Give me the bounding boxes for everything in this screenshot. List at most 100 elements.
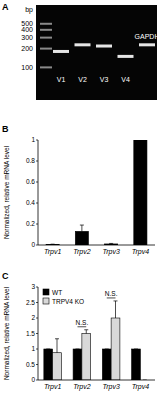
category-label: Trpv4	[132, 248, 149, 256]
band	[75, 43, 91, 46]
error-bar	[138, 140, 142, 141]
ladder-band	[40, 29, 52, 31]
error-bar	[105, 349, 109, 350]
bar	[102, 349, 111, 380]
error-line	[115, 301, 116, 318]
error-cap	[114, 300, 118, 301]
tick-label: 200	[21, 45, 33, 52]
tick-label: 400	[21, 26, 33, 33]
tick	[36, 203, 38, 204]
error-cap	[55, 338, 59, 339]
tick-label: 100	[21, 64, 33, 71]
tick-label: 300	[21, 34, 33, 41]
category-label: Trpv4	[132, 383, 149, 391]
annotation: N.S.	[76, 319, 89, 326]
tick-label: 2.5	[26, 299, 35, 306]
tick-label: 0.8	[26, 157, 35, 164]
legend-swatch	[43, 289, 49, 295]
tick	[36, 349, 38, 350]
error-cap	[109, 243, 113, 244]
tick	[36, 182, 38, 183]
tick-label: 500	[21, 20, 33, 27]
tick-label: 1.5	[26, 330, 35, 337]
lane-label: GAPDH	[135, 33, 160, 40]
error-cap	[46, 349, 50, 350]
legend-swatch	[43, 298, 49, 304]
lane-label: V4	[121, 76, 130, 83]
error-bar	[55, 339, 59, 353]
tick-label: 3	[31, 283, 35, 290]
ladder-band	[40, 23, 52, 25]
x-axis	[38, 245, 155, 246]
error-cap	[80, 225, 84, 226]
error-bar	[134, 349, 138, 350]
legend-label: WT	[52, 289, 62, 296]
x-axis	[38, 380, 155, 381]
category-label: Trpv1	[44, 248, 61, 256]
tick	[36, 380, 38, 381]
tick	[36, 245, 38, 246]
panel-label: B	[2, 124, 9, 134]
bar	[82, 334, 91, 381]
bar	[111, 318, 120, 380]
tick-label: 1	[31, 136, 35, 143]
tick-label: 0.5	[26, 361, 35, 368]
panel-label: C	[2, 271, 9, 281]
tick	[36, 161, 38, 162]
axis-label: Normalized, relative mRNA level	[3, 145, 10, 239]
bar	[44, 349, 53, 380]
tick	[36, 224, 38, 225]
plot-marks	[44, 301, 147, 380]
error-line	[57, 339, 58, 353]
plot-marks	[46, 140, 147, 245]
category-label: Trpv3	[102, 248, 119, 256]
bar	[73, 349, 82, 380]
tick-label: 2	[31, 314, 35, 321]
tick-label: 1	[31, 345, 35, 352]
tick-label: 0.2	[26, 220, 35, 227]
tick	[36, 140, 38, 141]
lane-label: V1	[57, 76, 66, 83]
category-label: Trpv1	[44, 383, 61, 391]
category-label: Trpv3	[102, 383, 119, 391]
band	[139, 43, 155, 46]
bar	[75, 231, 88, 245]
error-line	[81, 225, 82, 231]
tick	[36, 302, 38, 303]
tick	[36, 318, 38, 319]
band	[118, 55, 134, 58]
error-line	[86, 330, 87, 334]
ladder-band	[40, 66, 52, 68]
ladder-band	[40, 48, 52, 50]
category-label: Trpv2	[73, 248, 90, 256]
error-cap	[105, 349, 109, 350]
error-cap	[84, 329, 88, 330]
tick-label: 0.6	[26, 178, 35, 185]
error-cap	[134, 349, 138, 350]
axis-label: Normalized, relative mRNA level	[3, 286, 10, 380]
error-cap	[51, 244, 55, 245]
gel-background	[36, 5, 157, 100]
band	[96, 45, 112, 48]
error-cap	[75, 349, 79, 350]
error-bar	[109, 243, 113, 245]
legend-label: TRPV4 KO	[52, 298, 84, 305]
annotation: N.S.	[105, 290, 118, 297]
annotation-line	[107, 297, 116, 298]
error-bar	[46, 349, 50, 350]
tick	[36, 287, 38, 288]
band	[53, 50, 69, 53]
error-cap	[138, 140, 142, 141]
lane-label: V3	[100, 76, 109, 83]
category-label: Trpv2	[73, 383, 90, 391]
error-bar	[114, 301, 118, 318]
bar	[53, 353, 62, 380]
lane-label: V2	[78, 76, 87, 83]
axis-label: bp	[25, 6, 33, 14]
y-axis	[38, 140, 39, 245]
bar	[132, 349, 141, 380]
tick	[36, 333, 38, 334]
error-bar	[84, 330, 88, 334]
error-bar	[75, 349, 79, 350]
gel-lanes	[40, 23, 155, 69]
